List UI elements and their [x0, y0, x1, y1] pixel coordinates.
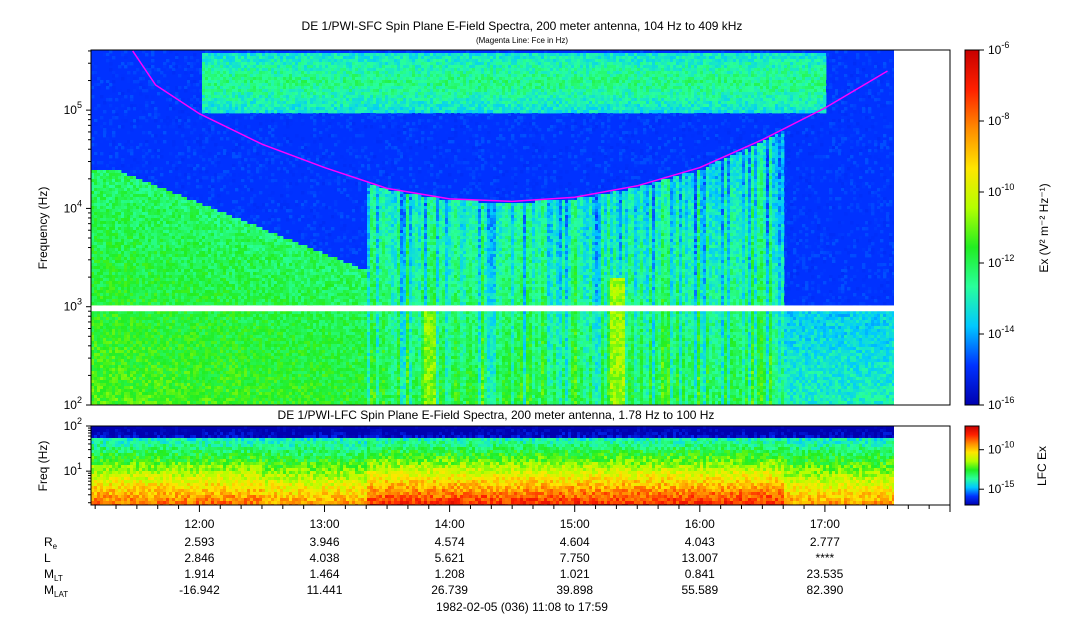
- x-tick-label: 13:00: [309, 517, 339, 531]
- ephemeris-value: -16.942: [179, 583, 220, 597]
- ephemeris-value: 1.464: [309, 567, 339, 581]
- sfc-colorbar-label: Ex (V² m⁻² Hz⁻¹): [1037, 183, 1051, 272]
- lfc-colorbar-label: LFC Ex: [1035, 446, 1049, 486]
- ephemeris-value: 4.574: [435, 535, 465, 549]
- lfc-y-axis: 101 102: [64, 416, 91, 503]
- sfc-subtitle: (Magenta Line: Fce in Hz): [476, 36, 568, 45]
- y-tick-label: 102: [64, 416, 82, 433]
- sfc-data-gap: [92, 305, 937, 311]
- lfc-colorbar: [965, 426, 979, 505]
- x-tick-label: 12:00: [184, 517, 214, 531]
- ephemeris-value: 2.846: [184, 551, 214, 565]
- ephemeris-value: 55.589: [681, 583, 718, 597]
- ephemeris-value: 1.914: [184, 567, 214, 581]
- x-tick-label: 15:00: [560, 517, 590, 531]
- colorbar-tick-label: 10-16: [988, 395, 1014, 412]
- ephemeris-value: 1.208: [435, 567, 465, 581]
- ephemeris-value: 4.038: [309, 551, 339, 565]
- lfc-colorbar-ticks: 10-10 10-15: [979, 440, 1014, 497]
- ephemeris-value: 82.390: [807, 583, 844, 597]
- x-tick-label: 16:00: [685, 517, 715, 531]
- ephemeris-value: 1.021: [560, 567, 590, 581]
- ephemeris-value: 5.621: [435, 551, 465, 565]
- colorbar-tick-label: 10-10: [988, 440, 1014, 457]
- ephemeris-value: 11.441: [307, 583, 343, 597]
- lfc-y-axis-label: Freq (Hz): [36, 441, 50, 492]
- ephemeris-value: 2.777: [810, 535, 840, 549]
- colorbar-tick-label: 10-14: [988, 324, 1014, 341]
- sfc-y-axis: 102 103 104 105: [64, 51, 91, 412]
- y-tick-label: 104: [64, 198, 82, 215]
- x-tick-label: 17:00: [810, 517, 840, 531]
- ephemeris-value: 26.739: [431, 583, 468, 597]
- time-x-axis: 12:00 13:00 14:00 15:00 16:00 17:00: [95, 505, 950, 531]
- sfc-colorbar: [965, 50, 979, 405]
- colorbar-tick-label: 10-12: [988, 253, 1014, 270]
- ephemeris-row-label: Re: [44, 535, 58, 551]
- ephemeris-value: 2.593: [184, 535, 214, 549]
- colorbar-tick-label: 10-8: [988, 111, 1009, 128]
- y-tick-label: 103: [64, 297, 82, 314]
- time-range-caption: 1982-02-05 (036) 11:08 to 17:59: [436, 600, 608, 614]
- ephemeris-row-label: L: [44, 551, 51, 565]
- colorbar-tick-label: 10-6: [988, 40, 1009, 57]
- ephemeris-value: 13.007: [681, 551, 718, 565]
- sfc-colorbar-ticks: 10-6 10-8 10-10 10-12 10-14 10-16: [979, 40, 1014, 412]
- x-tick-label: 14:00: [435, 517, 465, 531]
- ephemeris-value: 4.604: [560, 535, 590, 549]
- ephemeris-value: 4.043: [685, 535, 715, 549]
- ephemeris-value: ****: [816, 551, 835, 565]
- colorbar-tick-label: 10-15: [988, 479, 1014, 496]
- ephemeris-value: 0.841: [685, 567, 715, 581]
- sfc-title: DE 1/PWI-SFC Spin Plane E-Field Spectra,…: [302, 19, 743, 33]
- colorbar-tick-label: 10-10: [988, 182, 1014, 199]
- ephemeris-value: 7.750: [560, 551, 590, 565]
- ephemeris-table: Re 2.593 3.946 4.574 4.604 4.043 2.777 L 2.846 4.…: [44, 535, 844, 599]
- lfc-spectrogram: [91, 426, 937, 507]
- ephemeris-row-label: MLT: [44, 567, 63, 583]
- ephemeris-row-label: MLAT: [44, 583, 68, 599]
- sfc-y-axis-label: Frequency (Hz): [36, 187, 50, 270]
- lfc-title: DE 1/PWI-LFC Spin Plane E-Field Spectra,…: [278, 408, 715, 422]
- ephemeris-value: 3.946: [309, 535, 339, 549]
- y-tick-label: 102: [64, 395, 82, 412]
- ephemeris-value: 39.898: [556, 583, 593, 597]
- y-tick-label: 105: [64, 100, 82, 117]
- ephemeris-value: 23.535: [807, 567, 844, 581]
- y-tick-label: 101: [64, 461, 82, 478]
